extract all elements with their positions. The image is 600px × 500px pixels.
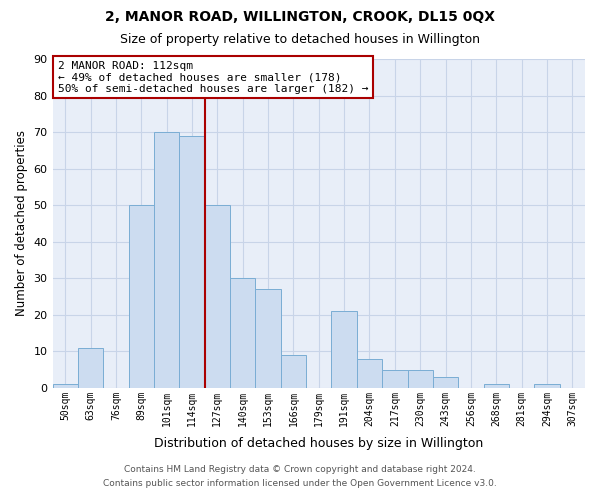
Bar bbox=[256, 289, 281, 388]
Bar bbox=[407, 370, 433, 388]
Bar bbox=[205, 205, 230, 388]
X-axis label: Distribution of detached houses by size in Willington: Distribution of detached houses by size … bbox=[154, 437, 484, 450]
Text: 2, MANOR ROAD, WILLINGTON, CROOK, DL15 0QX: 2, MANOR ROAD, WILLINGTON, CROOK, DL15 0… bbox=[105, 10, 495, 24]
Y-axis label: Number of detached properties: Number of detached properties bbox=[15, 130, 28, 316]
Bar bbox=[357, 358, 382, 388]
Bar bbox=[433, 377, 458, 388]
Bar bbox=[154, 132, 179, 388]
Bar bbox=[230, 278, 256, 388]
Bar bbox=[128, 205, 154, 388]
Text: 2 MANOR ROAD: 112sqm
← 49% of detached houses are smaller (178)
50% of semi-deta: 2 MANOR ROAD: 112sqm ← 49% of detached h… bbox=[58, 60, 368, 94]
Bar bbox=[179, 136, 205, 388]
Bar bbox=[382, 370, 407, 388]
Bar bbox=[534, 384, 560, 388]
Bar bbox=[331, 311, 357, 388]
Bar bbox=[281, 355, 306, 388]
Bar bbox=[78, 348, 103, 388]
Text: Contains HM Land Registry data © Crown copyright and database right 2024.
Contai: Contains HM Land Registry data © Crown c… bbox=[103, 466, 497, 487]
Bar bbox=[484, 384, 509, 388]
Bar bbox=[53, 384, 78, 388]
Text: Size of property relative to detached houses in Willington: Size of property relative to detached ho… bbox=[120, 32, 480, 46]
